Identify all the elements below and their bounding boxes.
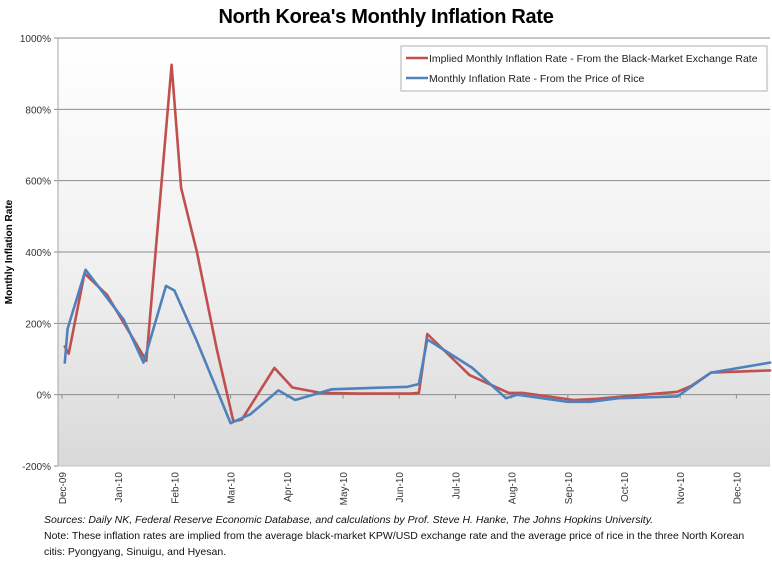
sources-text: Sources: Daily NK, Federal Reserve Econo… <box>44 514 654 526</box>
y-tick-label: 200% <box>25 319 51 330</box>
y-tick-labels: -200% 0% 200% 400% 600% 800% 1000% <box>20 34 51 473</box>
footnote: Sources: Daily NK, Federal Reserve Econo… <box>44 512 764 560</box>
x-tick-label: Nov-10 <box>676 472 687 505</box>
legend-box <box>400 45 768 92</box>
series-line-rice <box>63 268 772 425</box>
x-tick-label: Dec-10 <box>732 472 743 505</box>
y-tick-label: 1000% <box>20 34 51 45</box>
y-tick-label: 400% <box>25 248 51 259</box>
y-tick-label: 0% <box>37 391 52 402</box>
x-tick-label: Apr-10 <box>283 472 294 502</box>
x-tick-label: Sep-10 <box>564 472 575 505</box>
note-text: Note: These inflation rates are implied … <box>44 530 745 558</box>
x-tick-label: Mar-10 <box>227 472 238 504</box>
x-tick-label: Dec-09 <box>58 472 69 505</box>
x-tick-label: Aug-10 <box>508 472 519 505</box>
line-chart: -200% 0% 200% 400% 600% 800% 1000% Dec-09 Jan-1… <box>4 34 772 506</box>
y-tick-label: 800% <box>25 105 51 116</box>
x-tick-label: Feb-10 <box>170 472 181 504</box>
gridlines <box>54 37 770 467</box>
legend: Implied Monthly Inflation Rate - From th… <box>400 45 768 92</box>
x-tick-label: Jan-10 <box>114 472 125 503</box>
series-lines <box>63 63 772 425</box>
legend-label-black-market: Implied Monthly Inflation Rate - From th… <box>429 53 758 65</box>
x-tick-label: Jun-10 <box>395 472 406 503</box>
x-tick-label: Oct-10 <box>620 472 631 502</box>
x-tick-label: May-10 <box>339 472 350 506</box>
x-tick-label: Jul-10 <box>451 472 462 500</box>
legend-label-rice: Monthly Inflation Rate - From the Price … <box>429 73 644 85</box>
y-tick-label: 600% <box>25 177 51 188</box>
chart-title: North Korea's Monthly Inflation Rate <box>218 6 554 28</box>
series-line-black-market <box>63 63 772 423</box>
y-axis-label: Monthly Inflation Rate <box>4 199 15 304</box>
x-tick-labels: Dec-09 Jan-10 Feb-10 Mar-10 Apr-10 May-10 Jun-… <box>58 472 743 506</box>
y-tick-label: -200% <box>22 462 51 473</box>
